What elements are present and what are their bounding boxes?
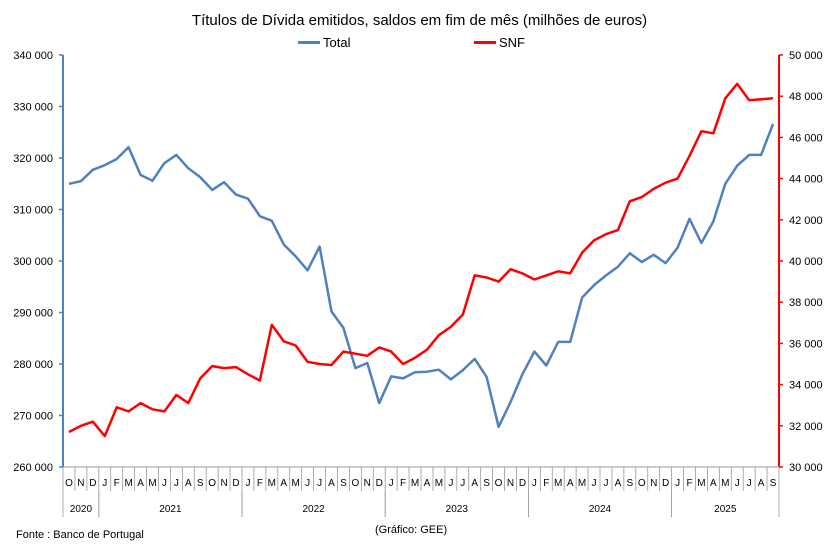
month-label: D bbox=[89, 478, 96, 489]
legend-swatch-total bbox=[298, 41, 320, 44]
left-tick-label: 340 000 bbox=[13, 50, 53, 62]
chart-title: Títulos de Dívida emitidos, saldos em fi… bbox=[191, 12, 648, 29]
month-label: J bbox=[460, 478, 465, 489]
month-label: J bbox=[317, 478, 322, 489]
month-label: J bbox=[245, 478, 250, 489]
source-note: Fonte : Banco de Portugal bbox=[16, 529, 144, 541]
month-label: S bbox=[483, 478, 490, 489]
legend-label-total: Total bbox=[323, 35, 351, 50]
month-label: D bbox=[376, 478, 383, 489]
month-label: A bbox=[758, 478, 765, 489]
left-tick-label: 300 000 bbox=[13, 256, 53, 268]
month-label: A bbox=[280, 478, 287, 489]
month-label: S bbox=[340, 478, 347, 489]
month-label: F bbox=[543, 478, 549, 489]
month-label: F bbox=[114, 478, 120, 489]
series-line-snf bbox=[68, 82, 774, 438]
month-label: M bbox=[292, 478, 300, 489]
month-label: D bbox=[232, 478, 239, 489]
left-tick-label: 280 000 bbox=[13, 359, 53, 371]
right-tick-label: 38 000 bbox=[789, 297, 823, 309]
month-label: M bbox=[578, 478, 586, 489]
series-line-total bbox=[68, 123, 775, 429]
right-tick-label: 36 000 bbox=[789, 338, 823, 350]
month-label: A bbox=[137, 478, 144, 489]
month-label: J bbox=[603, 478, 608, 489]
month-label: J bbox=[174, 478, 179, 489]
month-label: M bbox=[411, 478, 419, 489]
left-tick-label: 330 000 bbox=[13, 102, 53, 114]
right-tick-label: 42 000 bbox=[789, 215, 823, 227]
month-label: N bbox=[507, 478, 514, 489]
right-tick-label: 44 000 bbox=[789, 174, 823, 186]
right-tick-label: 30 000 bbox=[789, 462, 823, 474]
left-tick-label: 270 000 bbox=[13, 411, 53, 423]
right-tick-label: 48 000 bbox=[789, 91, 823, 103]
month-label: M bbox=[554, 478, 562, 489]
left-tick-label: 290 000 bbox=[13, 308, 53, 320]
right-tick-label: 46 000 bbox=[789, 132, 823, 144]
right-tick-label: 32 000 bbox=[789, 421, 823, 433]
month-label: S bbox=[770, 478, 777, 489]
credit-note: (Gráfico: GEE) bbox=[375, 524, 448, 536]
month-label: S bbox=[197, 478, 204, 489]
month-label: A bbox=[185, 478, 192, 489]
year-label: 2024 bbox=[589, 504, 612, 515]
month-label: F bbox=[686, 478, 692, 489]
year-label: 2023 bbox=[446, 504, 469, 515]
month-label: O bbox=[638, 478, 646, 489]
month-label: A bbox=[710, 478, 717, 489]
right-tick-label: 40 000 bbox=[789, 256, 823, 268]
right-tick-label: 50 000 bbox=[789, 50, 823, 62]
month-label: F bbox=[400, 478, 406, 489]
year-label: 2021 bbox=[159, 504, 182, 515]
legend: Total SNF bbox=[0, 35, 839, 53]
month-label: N bbox=[220, 478, 227, 489]
legend-item-snf: SNF bbox=[474, 35, 525, 50]
month-label: A bbox=[328, 478, 335, 489]
month-label: J bbox=[532, 478, 537, 489]
legend-swatch-snf bbox=[474, 41, 496, 44]
month-label: J bbox=[305, 478, 310, 489]
month-label: N bbox=[77, 478, 84, 489]
left-tick-label: 320 000 bbox=[13, 153, 53, 165]
month-label: F bbox=[257, 478, 263, 489]
month-label: J bbox=[448, 478, 453, 489]
month-label: O bbox=[208, 478, 216, 489]
month-label: D bbox=[519, 478, 526, 489]
month-label: M bbox=[697, 478, 705, 489]
legend-label-snf: SNF bbox=[499, 35, 525, 50]
month-label: O bbox=[65, 478, 73, 489]
month-label: A bbox=[567, 478, 574, 489]
month-label: A bbox=[471, 478, 478, 489]
month-label: J bbox=[162, 478, 167, 489]
month-label: M bbox=[148, 478, 156, 489]
month-label: M bbox=[268, 478, 276, 489]
legend-item-total: Total bbox=[298, 35, 350, 50]
month-label: O bbox=[351, 478, 359, 489]
month-label: J bbox=[735, 478, 740, 489]
month-label: J bbox=[389, 478, 394, 489]
month-label: M bbox=[435, 478, 443, 489]
month-label: A bbox=[424, 478, 431, 489]
month-label: N bbox=[364, 478, 371, 489]
month-label: M bbox=[721, 478, 729, 489]
right-tick-label: 34 000 bbox=[789, 380, 823, 392]
month-label: A bbox=[615, 478, 622, 489]
month-label: N bbox=[650, 478, 657, 489]
year-label: 2020 bbox=[70, 504, 93, 515]
month-label: J bbox=[675, 478, 680, 489]
month-label: J bbox=[747, 478, 752, 489]
month-label: J bbox=[592, 478, 597, 489]
month-label: S bbox=[626, 478, 633, 489]
year-label: 2022 bbox=[302, 504, 325, 515]
month-label: D bbox=[662, 478, 669, 489]
year-label: 2025 bbox=[714, 504, 737, 515]
left-tick-label: 260 000 bbox=[13, 462, 53, 474]
month-label: M bbox=[124, 478, 132, 489]
left-tick-label: 310 000 bbox=[13, 205, 53, 217]
month-label: J bbox=[102, 478, 107, 489]
month-label: O bbox=[495, 478, 503, 489]
